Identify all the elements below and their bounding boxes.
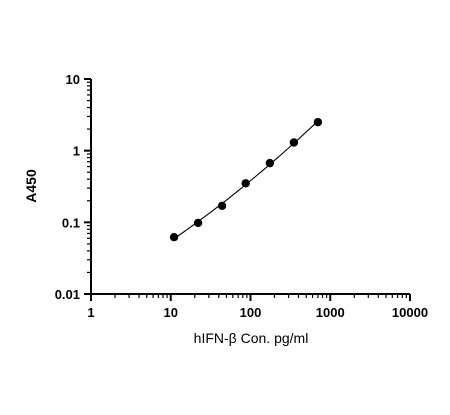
data-point [193, 218, 203, 228]
data-point [169, 233, 179, 242]
data-point [241, 179, 250, 188]
x-axis-title: hIFN-β Con. pg/ml [194, 330, 309, 346]
x-tick-label: 10000 [392, 305, 428, 320]
y-tick-label: 1 [73, 144, 80, 159]
y-tick-label: 0.01 [55, 287, 80, 302]
data-point [289, 138, 299, 147]
x-tick-label: 1000 [316, 305, 345, 320]
y-tick-label: 0.1 [62, 215, 80, 230]
y-axis: 0.01 0.1 1 10 [55, 72, 92, 302]
data-point [217, 201, 227, 211]
x-axis: 1 10 100 1000 10000 [87, 293, 428, 320]
y-axis-title: A450 [23, 169, 39, 203]
x-tick-label: 10 [164, 305, 178, 320]
y-tick-label: 10 [66, 72, 80, 87]
data-point [265, 158, 275, 168]
x-tick-label: 1 [87, 305, 94, 320]
data-point [313, 117, 323, 127]
x-tick-label: 100 [240, 305, 262, 320]
data-points [169, 117, 323, 242]
